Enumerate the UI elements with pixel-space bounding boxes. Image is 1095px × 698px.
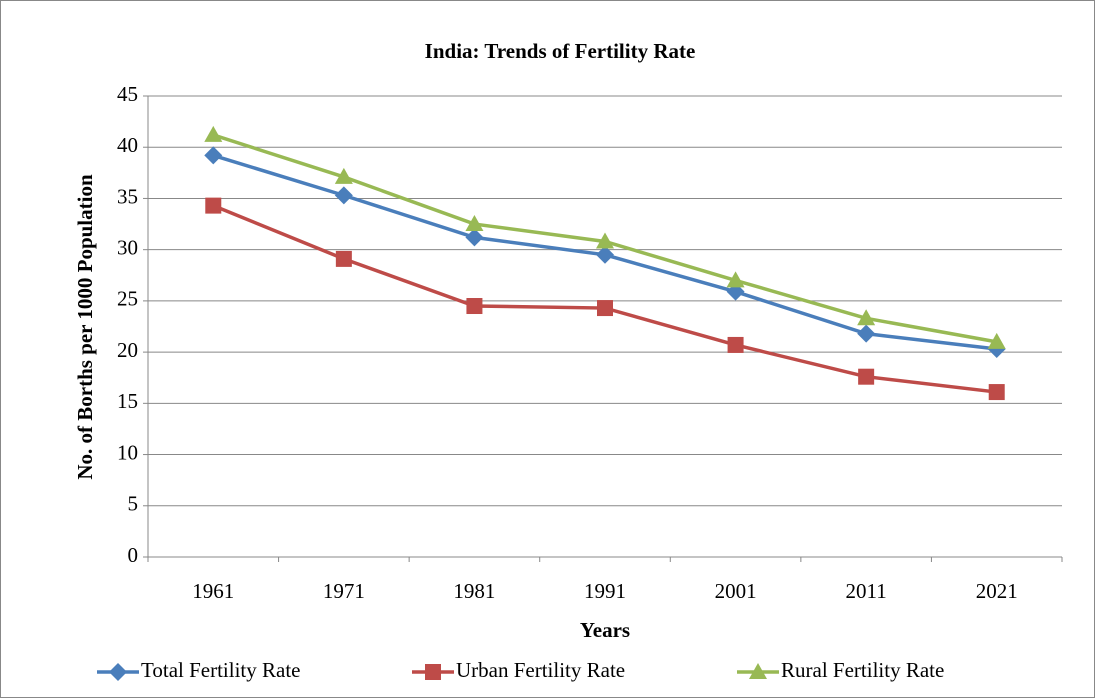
y-tick-label: 15 (117, 389, 138, 413)
y-tick-label: 35 (117, 184, 138, 208)
y-tick-label: 20 (117, 338, 138, 362)
data-point (204, 146, 223, 165)
x-tick-label: 1981 (453, 579, 495, 603)
data-point (858, 368, 875, 385)
data-point (857, 309, 876, 326)
x-tick-label: 1971 (323, 579, 365, 603)
data-point (334, 186, 353, 205)
data-point (465, 228, 484, 247)
legend-marker (749, 663, 767, 679)
y-tick-label: 5 (128, 492, 139, 516)
data-point (726, 271, 745, 288)
y-tick-label: 30 (117, 235, 138, 259)
x-axis-label: Years (580, 618, 630, 642)
data-point (857, 324, 876, 343)
data-point (987, 332, 1006, 349)
y-tick-label: 10 (117, 440, 138, 464)
data-point (465, 215, 484, 232)
legend-marker (425, 664, 441, 680)
data-point (466, 298, 483, 315)
y-tick-label: 40 (117, 133, 138, 157)
data-point (205, 197, 222, 214)
x-tick-label: 2011 (846, 579, 887, 603)
legend-label: Rural Fertility Rate (781, 658, 944, 682)
y-axis-label: No. of Borths per 1000 Population (73, 174, 97, 480)
y-tick-label: 0 (128, 543, 139, 567)
data-point (335, 250, 352, 267)
legend-label: Total Fertility Rate (141, 658, 301, 682)
data-point (597, 300, 613, 317)
data-point (204, 125, 223, 142)
x-tick-label: 2001 (715, 579, 757, 603)
data-point (727, 336, 744, 353)
legend-marker (109, 663, 127, 681)
x-tick-label: 2021 (976, 579, 1018, 603)
x-tick-label: 1961 (192, 579, 234, 603)
legend-label: Urban Fertility Rate (456, 658, 625, 682)
data-point (988, 384, 1005, 401)
data-point (596, 245, 614, 264)
chart-title: India: Trends of Fertility Rate (425, 39, 696, 63)
y-tick-label: 45 (117, 82, 138, 106)
data-point (596, 232, 614, 249)
y-tick-label: 25 (117, 287, 138, 311)
x-tick-label: 1991 (584, 579, 626, 603)
data-point (334, 167, 353, 184)
